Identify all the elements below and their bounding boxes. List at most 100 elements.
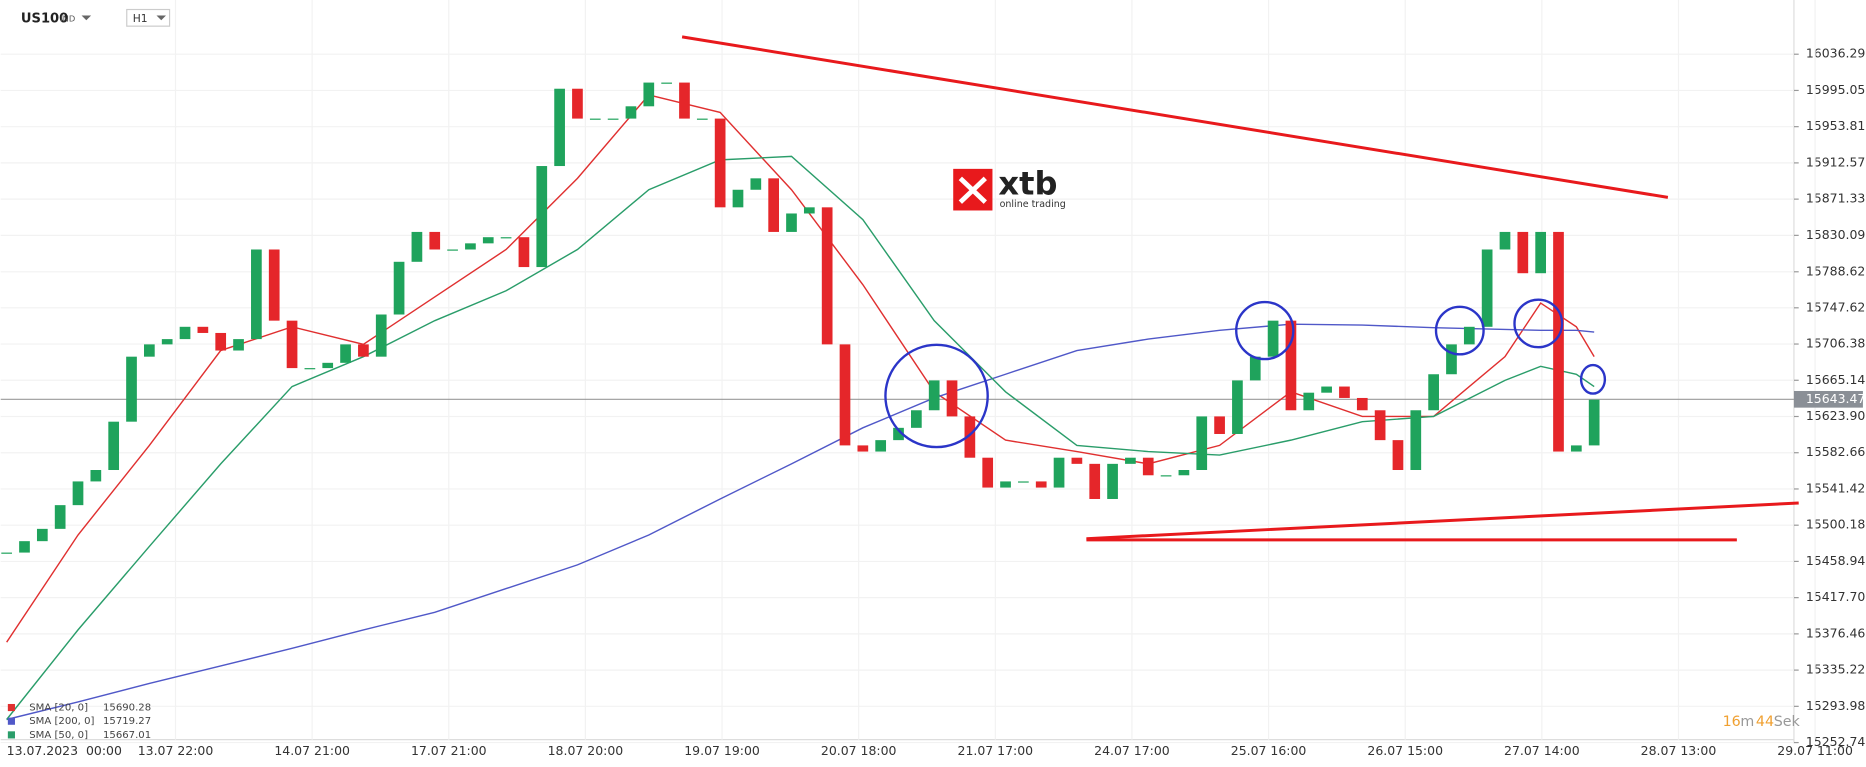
candle-body xyxy=(286,320,298,369)
x-tick-label: 14.07 21:00 xyxy=(274,743,350,758)
y-tick-label: 15995.05 xyxy=(1806,82,1866,97)
candle-body xyxy=(126,356,137,422)
y-tick-label: 16036.29 xyxy=(1806,46,1866,61)
candle-body xyxy=(696,118,708,120)
candle-body xyxy=(1517,231,1529,274)
legend: SMA [20, 0] 15690.28 SMA [200, 0] 15719.27 S… xyxy=(7,703,151,741)
candle-body xyxy=(1232,380,1243,434)
candle-body xyxy=(572,88,583,119)
candle-body xyxy=(304,368,316,370)
y-tick-label: 15582.66 xyxy=(1806,444,1866,459)
candle-body xyxy=(108,421,120,471)
candle-body xyxy=(964,416,976,458)
logo-x xyxy=(958,176,987,204)
candle-body xyxy=(1053,457,1065,488)
candle-body xyxy=(161,339,173,345)
candle-body xyxy=(1374,410,1386,441)
logo-tagline: online trading xyxy=(1000,199,1066,210)
candle-body xyxy=(1178,470,1190,476)
timer-seconds: 44 xyxy=(1756,714,1774,730)
candle-body xyxy=(732,189,744,208)
candle-body xyxy=(1303,392,1315,411)
candle-body xyxy=(893,427,904,441)
legend-name: SMA [20, 0] xyxy=(29,703,88,714)
candle-body xyxy=(1481,249,1493,327)
candle-body xyxy=(1553,231,1564,452)
candle-body xyxy=(875,440,887,452)
plot xyxy=(0,82,1794,721)
candle-body xyxy=(465,243,476,250)
price-tag xyxy=(1793,390,1863,408)
y-tick-label: 15500.18 xyxy=(1806,517,1866,532)
candle-body xyxy=(1142,457,1154,476)
candle-body xyxy=(1428,374,1439,411)
legend-name: SMA [50, 0] xyxy=(29,730,88,741)
candle-body xyxy=(661,82,672,84)
candle-body xyxy=(1160,475,1172,477)
candle-body xyxy=(839,344,851,446)
candle-body xyxy=(500,237,512,239)
candle-body xyxy=(179,326,191,340)
candle-body xyxy=(215,332,227,351)
dropdown-arrow[interactable] xyxy=(156,15,166,21)
candle-body xyxy=(1267,320,1279,357)
legend-value: 15719.27 xyxy=(103,716,151,727)
timer-minutes-unit: m xyxy=(1740,714,1754,730)
candle-body xyxy=(411,231,423,262)
candle-body xyxy=(1499,231,1511,250)
candle-body xyxy=(821,207,833,345)
timeframe[interactable]: H1 xyxy=(133,12,148,25)
candle-body xyxy=(643,82,655,107)
candle-body xyxy=(1107,463,1118,499)
logo: xtb online trading xyxy=(953,165,1066,211)
dropdown-arrow[interactable] xyxy=(81,15,92,21)
y-tick-label: 15623.90 xyxy=(1806,408,1866,423)
x-tick-label: 28.07 13:00 xyxy=(1641,743,1717,758)
candle-body xyxy=(1071,457,1083,464)
y-tick-label: 15953.81 xyxy=(1806,118,1866,133)
candle-body xyxy=(268,249,280,321)
candle-body xyxy=(144,344,155,357)
y-tick-label: 15541.42 xyxy=(1806,480,1866,495)
x-tick-label: 29.07 11:00 xyxy=(1777,743,1853,758)
y-tick-label: 15706.38 xyxy=(1806,336,1866,351)
x-tick-label: 18.07 20:00 xyxy=(548,743,624,758)
y-tick-label: 15788.62 xyxy=(1806,263,1866,278)
x-tick-label: 13.07.2023 00:00 xyxy=(7,743,122,758)
x-tick-label: 26.07 15:00 xyxy=(1367,743,1443,758)
candle-body xyxy=(1392,440,1404,471)
candle-body xyxy=(482,237,494,244)
candle-body xyxy=(340,344,351,363)
legend-value: 15667.01 xyxy=(103,730,151,741)
x-tick-label: 13.07 22:00 xyxy=(138,743,214,758)
circle xyxy=(884,343,989,449)
candle-body xyxy=(251,249,262,340)
x-tick-label: 19.07 19:00 xyxy=(684,743,760,758)
candle-body xyxy=(1463,326,1475,345)
candle-body xyxy=(1089,463,1101,499)
candle-body xyxy=(1125,457,1136,464)
timeframe-box[interactable] xyxy=(126,8,171,27)
candle-body xyxy=(1321,386,1332,393)
candle-body xyxy=(1035,481,1047,488)
circle xyxy=(1513,298,1564,349)
candle-body xyxy=(322,362,334,369)
symbol[interactable]: US100 xyxy=(21,12,68,27)
y-tick-label: 15747.62 xyxy=(1806,299,1866,314)
candle-body xyxy=(1446,344,1457,375)
candle-body xyxy=(589,118,601,120)
candle-body xyxy=(946,380,958,417)
candle-body xyxy=(1196,416,1208,471)
x-tick-label: 24.07 17:00 xyxy=(1094,743,1170,758)
candle-body xyxy=(714,118,726,208)
x-tick-label: 20.07 18:00 xyxy=(821,743,897,758)
timer-seconds-unit: Sek xyxy=(1774,714,1801,730)
y-tick-label: 15252.74 xyxy=(1806,734,1866,749)
candle-body xyxy=(358,344,369,357)
candle-body xyxy=(1285,320,1297,411)
x-tick-label: 25.07 16:00 xyxy=(1231,743,1307,758)
y-tick-label: 15376.46 xyxy=(1806,625,1866,640)
highlight-circles xyxy=(884,298,1607,449)
